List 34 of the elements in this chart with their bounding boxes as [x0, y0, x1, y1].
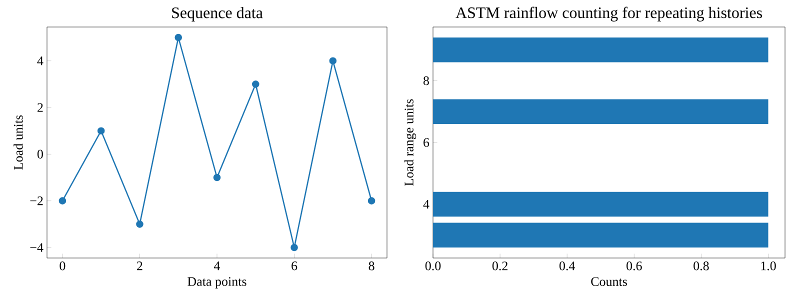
x-tick-label: 0.8 [694, 262, 709, 270]
x-tick-label: 0.2 [492, 262, 508, 270]
x-tick-label: 6 [292, 262, 298, 270]
x-tick-label: 0.0 [425, 262, 441, 270]
point [58, 197, 66, 204]
x-tick-label: 8 [368, 262, 374, 270]
y-tick-label: 4 [423, 200, 430, 209]
point [368, 197, 376, 204]
x-axis-title: Data points [188, 277, 246, 289]
x-tick-label: 4 [214, 262, 220, 270]
x-tick-label: 2 [137, 262, 142, 270]
y-tick-label: 6 [424, 138, 430, 147]
y-tick-label: 4 [37, 56, 44, 66]
y-tick-label: −4 [30, 243, 44, 252]
point [290, 244, 298, 252]
x-axis-title: Counts [591, 277, 627, 286]
x-tick-label: 0.4 [559, 262, 576, 270]
y-tick-label: −2 [30, 196, 43, 206]
point [174, 34, 182, 42]
y-axis-title: Load units [14, 115, 23, 170]
point [329, 57, 337, 64]
point [97, 127, 105, 134]
point [213, 174, 221, 182]
x-tick-label: 0.6 [626, 262, 642, 270]
y-tick-label: 2 [38, 103, 43, 112]
y-tick-label: 8 [423, 76, 429, 86]
x-tick-label: 0 [60, 262, 66, 270]
y-tick-label: 0 [37, 150, 43, 159]
chart-title: ASTM rainflow counting for repeating histories [456, 6, 762, 22]
x-tick-label: 1.0 [761, 262, 776, 270]
point [252, 80, 260, 88]
y-axis-title: Load range units [404, 99, 416, 186]
chart-title: Sequence data [172, 6, 263, 22]
point [136, 220, 144, 228]
